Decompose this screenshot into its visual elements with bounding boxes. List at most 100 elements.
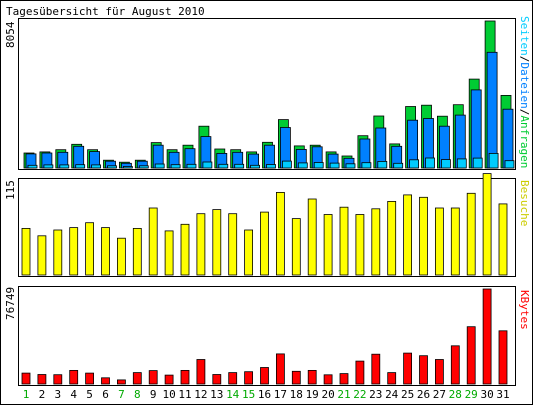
day-label-20: 20 — [321, 388, 334, 401]
bar-besuche-day-2 — [37, 235, 47, 276]
bar-kbytes-day-18 — [291, 370, 301, 385]
day-label-25: 25 — [401, 388, 414, 401]
day-label-7: 7 — [118, 388, 125, 401]
bar-seiten-day-24 — [393, 162, 404, 169]
day-label-10: 10 — [162, 388, 175, 401]
bar-besuche-day-7 — [117, 237, 126, 276]
day-label-8: 8 — [134, 388, 141, 401]
bar-seiten-day-17 — [281, 160, 292, 169]
legend-dateien: Dateien — [518, 62, 531, 108]
bar-kbytes-day-21 — [339, 373, 349, 385]
bar-seiten-day-15 — [250, 164, 261, 169]
bar-kbytes-day-1 — [21, 372, 31, 385]
bar-seiten-day-23 — [377, 160, 388, 169]
day-label-4: 4 — [70, 388, 77, 401]
bar-kbytes-day-24 — [387, 372, 397, 385]
day-label-6: 6 — [102, 388, 109, 401]
bar-kbytes-day-6 — [101, 377, 110, 385]
bar-besuche-day-10 — [164, 230, 174, 276]
bar-kbytes-day-4 — [69, 369, 79, 385]
bar-kbytes-day-30 — [482, 288, 492, 385]
max-label-top: 8054 — [4, 21, 17, 48]
day-label-28: 28 — [449, 388, 462, 401]
bar-besuche-day-22 — [355, 214, 365, 276]
day-label-2: 2 — [39, 388, 46, 401]
bar-seiten-day-11 — [186, 163, 197, 169]
bar-seiten-day-10 — [170, 164, 181, 169]
legend-anfragen: Anfragen — [518, 115, 531, 168]
day-label-26: 26 — [417, 388, 430, 401]
bar-seiten-day-4 — [75, 164, 86, 169]
legend-top: Seiten/Dateien/Anfragen — [518, 16, 531, 168]
bar-besuche-day-31 — [498, 203, 508, 276]
bar-seiten-day-29 — [472, 157, 483, 169]
bar-seiten-day-12 — [202, 161, 213, 169]
bar-seiten-day-25 — [409, 159, 420, 169]
day-label-11: 11 — [178, 388, 191, 401]
bar-seiten-day-14 — [234, 163, 245, 169]
bar-besuche-day-3 — [53, 229, 63, 276]
max-label-middle: 115 — [4, 180, 17, 200]
day-label-21: 21 — [337, 388, 350, 401]
max-label-bottom: 76749 — [4, 287, 17, 320]
bar-kbytes-day-13 — [212, 374, 222, 385]
day-label-12: 12 — [194, 388, 207, 401]
day-label-23: 23 — [369, 388, 382, 401]
bar-seiten-day-28 — [456, 158, 467, 169]
bar-kbytes-day-9 — [148, 370, 158, 385]
day-label-15: 15 — [242, 388, 255, 401]
day-label-29: 29 — [465, 388, 478, 401]
bar-besuche-day-15 — [244, 229, 254, 276]
bar-kbytes-day-20 — [323, 374, 333, 385]
bar-besuche-day-28 — [450, 207, 460, 276]
bar-kbytes-day-25 — [403, 352, 413, 385]
bar-besuche-day-29 — [466, 192, 476, 276]
bar-seiten-day-18 — [297, 162, 308, 169]
bar-besuche-day-1 — [21, 227, 31, 276]
bar-seiten-day-13 — [218, 163, 229, 169]
bar-kbytes-day-26 — [419, 355, 428, 385]
legend-sep-2: / — [518, 109, 531, 116]
bar-besuche-day-26 — [419, 196, 428, 276]
legend-seiten: Seiten — [518, 16, 531, 56]
bar-kbytes-day-7 — [117, 379, 126, 385]
day-label-22: 22 — [353, 388, 366, 401]
bar-besuche-day-27 — [434, 207, 444, 276]
day-label-1: 1 — [23, 388, 30, 401]
day-label-16: 16 — [258, 388, 271, 401]
bar-seiten-day-22 — [361, 162, 372, 169]
bar-kbytes-day-12 — [196, 359, 206, 385]
bar-besuche-day-21 — [339, 206, 349, 276]
day-labels: 1 2 3 4 5 6 7 8 9 10 11 12 13 14 15 16 17 18 19 20 21 22 23 24 2… — [23, 388, 510, 401]
bar-besuche-day-16 — [260, 211, 269, 276]
bar-besuche-day-19 — [307, 198, 317, 276]
legend-besuche: Besuche — [518, 180, 531, 226]
bar-besuche-day-18 — [291, 218, 301, 276]
bar-seiten-day-26 — [425, 157, 435, 169]
bar-seiten-day-2 — [43, 164, 54, 169]
day-label-31: 31 — [496, 388, 509, 401]
bar-seiten-day-19 — [313, 162, 324, 169]
bar-seiten-day-21 — [345, 163, 356, 169]
bar-kbytes-day-3 — [53, 374, 63, 385]
bar-kbytes-day-16 — [260, 367, 269, 385]
bar-besuche-day-5 — [85, 222, 94, 276]
bar-kbytes-day-5 — [85, 372, 94, 385]
bar-kbytes-day-29 — [466, 326, 476, 385]
chart-title: Tagesübersicht für August 2010 — [6, 5, 205, 18]
bar-seiten-day-20 — [329, 162, 340, 169]
bar-kbytes-day-17 — [275, 353, 285, 385]
bar-besuche-day-9 — [148, 207, 158, 276]
day-label-18: 18 — [290, 388, 303, 401]
bar-seiten-day-1 — [27, 164, 38, 169]
bar-kbytes-day-23 — [371, 353, 381, 385]
bar-besuche-day-30 — [482, 173, 492, 276]
day-label-13: 13 — [210, 388, 223, 401]
bar-kbytes-day-8 — [132, 372, 142, 385]
bar-seiten-day-5 — [91, 164, 101, 169]
day-label-24: 24 — [385, 388, 399, 401]
bar-seiten-day-27 — [440, 159, 451, 169]
day-label-9: 9 — [150, 388, 157, 401]
